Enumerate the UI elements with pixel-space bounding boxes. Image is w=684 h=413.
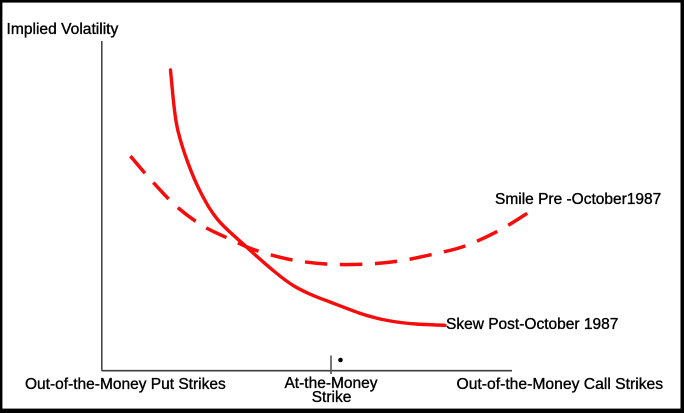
svg-text:Smile Pre -October1987: Smile Pre -October1987 — [495, 191, 661, 208]
svg-text:Strike: Strike — [312, 389, 352, 406]
svg-text:Skew Post-October 1987: Skew Post-October 1987 — [446, 316, 618, 333]
svg-text:Out-of-the-Money Put Strikes: Out-of-the-Money Put Strikes — [25, 376, 226, 393]
svg-text:Implied Volatility: Implied Volatility — [7, 21, 119, 38]
svg-text:Out-of-the-Money Call Strikes: Out-of-the-Money Call Strikes — [457, 376, 664, 393]
svg-text:At-the-Money: At-the-Money — [284, 375, 377, 392]
